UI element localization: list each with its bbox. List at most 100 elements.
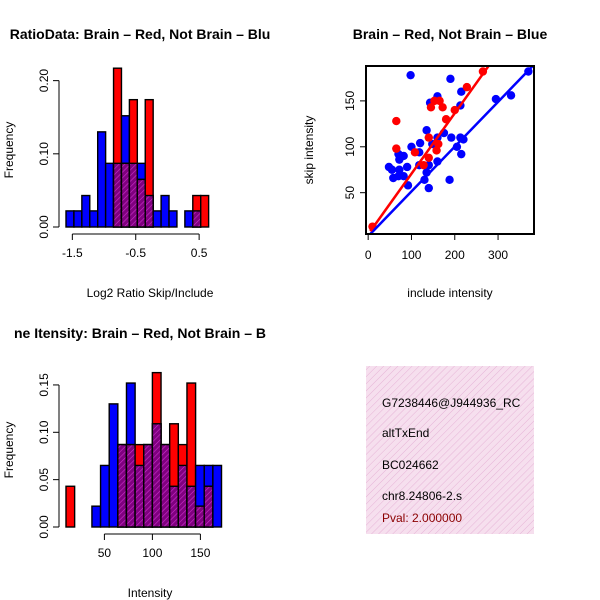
scatter-point-not-brain xyxy=(402,162,412,172)
ratio-histogram-bar-not-brain xyxy=(73,210,83,228)
scatter-point-brain xyxy=(432,146,441,155)
scatter-x-tick-label: 0 xyxy=(365,248,372,262)
intensity-histogram-panel: ne Itensity: Brain – Red, Not Brain – B … xyxy=(2,325,266,600)
ratio-histogram-x-tick-label: 0.5 xyxy=(191,246,208,260)
scatter-point-not-brain xyxy=(457,87,466,96)
intensity-histogram-bar-overlap xyxy=(160,443,171,528)
scatter-point-brain xyxy=(410,148,420,157)
scatter-frame xyxy=(365,65,535,235)
ratio-histogram-title: RatioData: Brain – Red, Not Brain – Blu xyxy=(10,26,271,42)
ratio-histogram-axes: -1.5 -0.5 0.5 0.00 0.10 0.20 xyxy=(37,69,208,260)
intensity-histogram-bar-overlap xyxy=(177,464,188,528)
scatter-point-brain xyxy=(434,139,443,149)
intensity-histogram-bar-overlap xyxy=(203,485,214,528)
ratio-histogram-ylabel: Frequency xyxy=(2,122,16,179)
ratio-histogram-bar-overlap xyxy=(128,162,139,228)
intensity-histogram-bar-not-brain xyxy=(212,464,223,528)
ratio-histogram-bar-brain xyxy=(200,194,210,228)
intensity-histogram-bar-overlap xyxy=(194,505,205,528)
scatter-plot xyxy=(365,65,535,235)
ratio-histogram-bar-overlap xyxy=(192,210,202,228)
scatter-point-brain xyxy=(424,133,433,142)
intensity-histogram-ylabel: Frequency xyxy=(2,422,16,479)
intensity-histogram-bar-overlap xyxy=(186,485,197,528)
info-panel: G7238446@J944936_RC altTxEnd BC024662 ch… xyxy=(366,366,534,534)
ratio-histogram-x-tick-label: -0.5 xyxy=(125,246,146,260)
ratio-histogram-bar-overlap xyxy=(112,162,123,228)
scatter-y-tick-label: 150 xyxy=(343,91,357,111)
scatter-fit-line-brain xyxy=(369,66,490,232)
ratio-histogram-y-tick-label: 0.20 xyxy=(37,69,51,93)
intensity-histogram-y-tick-label: 0.15 xyxy=(37,373,51,397)
scatter-point-brain xyxy=(424,153,433,163)
ratio-histogram-bar-not-brain xyxy=(184,210,194,228)
intensity-histogram-axes: 50 100 150 0.00 0.05 0.10 0.15 xyxy=(37,373,211,560)
info-probe-id: G7238446@J944936_RC xyxy=(382,396,521,410)
intensity-histogram-bar-overlap xyxy=(117,443,128,528)
scatter-ylabel: skip intensity xyxy=(302,116,316,185)
info-location: chr8.24806-2.s xyxy=(382,489,462,503)
scatter-point-not-brain xyxy=(406,70,415,80)
scatter-point-not-brain xyxy=(457,149,466,159)
info-event-type: altTxEnd xyxy=(382,426,429,440)
ratio-histogram-bar-not-brain xyxy=(96,131,107,228)
scatter-point-not-brain xyxy=(447,133,456,142)
intensity-histogram-bar-overlap xyxy=(168,485,180,528)
scatter-point-not-brain xyxy=(387,165,397,174)
scatter-axes: 0 100 200 300 50 100 150 xyxy=(343,91,508,262)
ratio-histogram-panel: RatioData: Brain – Red, Not Brain – Blu … xyxy=(2,26,270,300)
intensity-histogram-bar-not-brain xyxy=(91,505,102,528)
ratio-histogram-bar-not-brain xyxy=(168,210,178,228)
ratio-histogram-bar-not-brain xyxy=(104,162,115,228)
ratio-histogram-bar-overlap xyxy=(136,178,146,228)
ratio-histogram-x-tick-label: -1.5 xyxy=(62,246,83,260)
ratio-histogram-bar-overlap xyxy=(144,194,154,228)
scatter-point-not-brain xyxy=(395,165,404,174)
intensity-histogram-bar-not-brain xyxy=(108,403,119,528)
scatter-point-brain xyxy=(426,103,436,112)
scatter-point-brain xyxy=(392,144,401,153)
intensity-histogram-y-tick-label: 0.05 xyxy=(37,468,51,492)
ratio-histogram-bar-not-brain xyxy=(160,194,170,228)
scatter-point-not-brain xyxy=(415,138,425,148)
scatter-point-not-brain xyxy=(395,155,404,164)
intensity-histogram-bar-not-brain xyxy=(99,464,110,528)
scatter-point-not-brain xyxy=(389,173,398,183)
scatter-x-tick-label: 100 xyxy=(401,248,421,262)
intensity-histogram-y-tick-label: 0.10 xyxy=(37,420,51,444)
info-gene-id: BC024662 xyxy=(382,458,439,472)
ratio-histogram-bar-not-brain xyxy=(81,194,91,228)
scatter-point-not-brain xyxy=(452,142,462,151)
scatter-fit-line-not-brain xyxy=(369,66,534,234)
ratio-histogram-bar-not-brain xyxy=(65,210,75,228)
ratio-histogram-xlabel: Log2 Ratio Skip/Include xyxy=(87,286,214,300)
scatter-panel: Brain – Red, Not Brain – Blue 0 100 200 300… xyxy=(302,26,547,300)
intensity-histogram-bars xyxy=(65,371,223,528)
scatter-point-brain xyxy=(462,82,472,92)
ratio-histogram-y-tick-label: 0.10 xyxy=(37,142,51,166)
scatter-y-tick-label: 100 xyxy=(343,136,357,156)
intensity-histogram-bar-overlap xyxy=(151,423,162,528)
scatter-xlabel: include intensity xyxy=(407,286,492,300)
scatter-point-brain xyxy=(392,116,401,126)
ratio-histogram-bars xyxy=(65,67,210,228)
scatter-point-not-brain xyxy=(399,171,408,181)
scatter-point-brain xyxy=(438,103,447,112)
intensity-histogram-x-tick-label: 50 xyxy=(98,546,112,560)
scatter-title: Brain – Red, Not Brain – Blue xyxy=(353,26,548,42)
scatter-x-tick-label: 300 xyxy=(488,248,508,262)
intensity-histogram-x-tick-label: 150 xyxy=(190,546,210,560)
intensity-histogram-bar-brain xyxy=(65,485,76,528)
intensity-histogram-y-tick-label: 0.00 xyxy=(37,515,51,539)
scatter-point-brain xyxy=(435,96,444,106)
scatter-point-not-brain xyxy=(422,126,431,135)
ratio-histogram-y-tick-label: 0.00 xyxy=(37,215,51,239)
scatter-point-not-brain xyxy=(506,91,516,100)
scatter-point-brain xyxy=(419,160,428,170)
info-background xyxy=(366,366,534,534)
intensity-histogram-xlabel: Intensity xyxy=(128,586,173,600)
intensity-histogram-bar-overlap xyxy=(134,464,145,528)
scatter-clip xyxy=(368,66,534,234)
ratio-histogram-bar-overlap xyxy=(120,162,131,228)
